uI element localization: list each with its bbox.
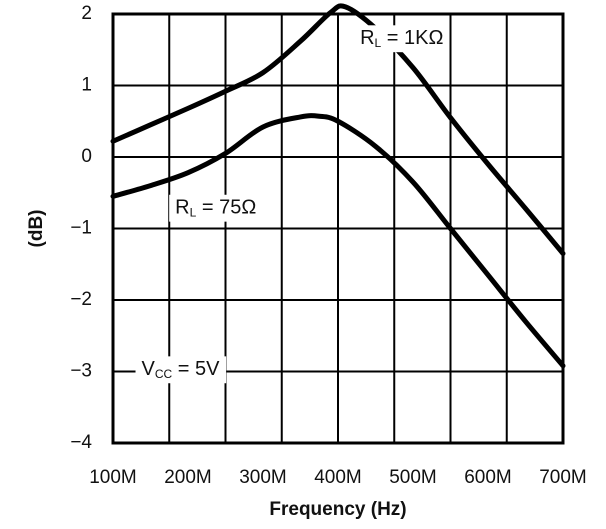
y-tick-label: 2 (81, 3, 92, 24)
y-tick-label: −1 (70, 218, 92, 239)
series-line-2 (110, 113, 566, 369)
y-tick-label: −4 (70, 432, 92, 453)
annotation-label-1: RL = 1KΩ (360, 27, 443, 50)
y-tick-labels: 2 1 0 −1 −2 −3 −4 (70, 3, 92, 453)
annotation-background (354, 25, 450, 53)
annotation-background (135, 356, 227, 384)
x-tick-label: 400M (314, 467, 362, 488)
plot-frame (111, 12, 565, 445)
annotation-label-2: RL = 75Ω (175, 197, 256, 220)
y-tick-label: 0 (81, 146, 92, 167)
y-axis-title: (dB) (26, 210, 47, 248)
series-curves (110, 3, 566, 369)
annotation-background (169, 194, 263, 222)
y-tick-label: −3 (70, 361, 92, 382)
x-tick-labels: 100M 200M 300M 400M 500M 600M 700M (89, 467, 587, 488)
x-tick-label: 500M (389, 467, 437, 488)
x-tick-label: 300M (239, 467, 287, 488)
x-tick-label: 200M (164, 467, 212, 488)
x-axis-title: Frequency (Hz) (269, 499, 406, 520)
x-tick-label: 100M (89, 467, 137, 488)
annotation-label-3: VCC = 5V (142, 358, 221, 381)
x-tick-label: 600M (464, 467, 512, 488)
y-tick-label: 1 (81, 75, 92, 96)
series-line-1 (110, 3, 566, 257)
y-tick-label: −2 (70, 289, 92, 310)
x-tick-label: 700M (539, 467, 587, 488)
annotations: RL = 1KΩ RL = 75Ω VCC = 5V (135, 25, 450, 384)
